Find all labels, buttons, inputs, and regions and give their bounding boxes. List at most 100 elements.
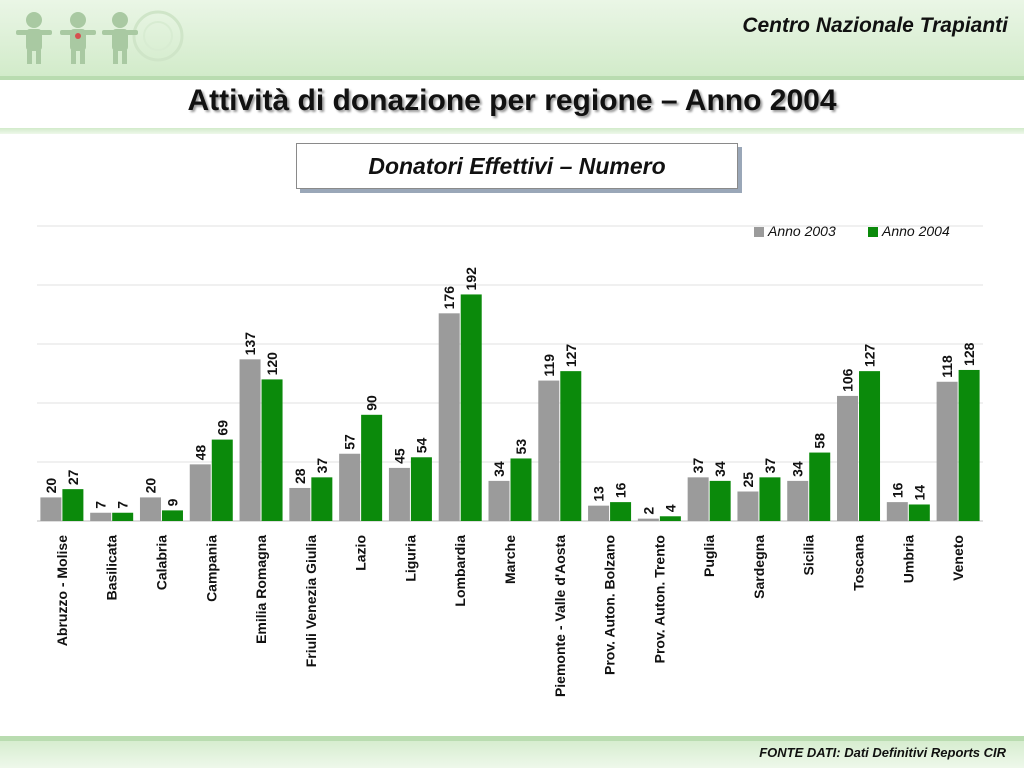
legend-entry: Anno 2003 <box>767 223 836 239</box>
data-label: 20 <box>142 478 158 494</box>
page-title: Attività di donazione per regione – Anno… <box>187 84 837 117</box>
bar <box>62 489 84 521</box>
bar <box>311 477 333 521</box>
chart-subtitle: Donatori Effettivi – Numero <box>296 143 738 189</box>
bar <box>908 504 930 521</box>
bar <box>460 294 482 521</box>
bar <box>936 381 958 521</box>
data-label: 27 <box>65 469 81 485</box>
x-tick-label: Marche <box>502 535 518 584</box>
bar <box>211 439 233 521</box>
data-label: 57 <box>342 434 358 450</box>
x-tick-label: Lombardia <box>452 535 468 607</box>
data-label: 20 <box>43 478 59 494</box>
data-label: 34 <box>712 461 728 477</box>
data-label: 7 <box>93 501 109 509</box>
data-label: 14 <box>911 485 927 501</box>
bar <box>40 497 62 521</box>
bar <box>361 414 383 521</box>
data-label: 9 <box>164 498 180 506</box>
bar <box>438 313 460 521</box>
bar-chart: 20 27 Abruzzo - Molise 7 7 Basilicata 20 9 Calab… <box>37 223 983 697</box>
x-tick-label: Sardegna <box>751 535 767 599</box>
data-label: 34 <box>491 461 507 477</box>
legend-swatch <box>754 227 764 237</box>
data-label: 120 <box>264 352 280 376</box>
x-tick-label: Liguria <box>402 535 418 582</box>
title-divider <box>0 128 1024 134</box>
x-tick-label: Lazio <box>353 535 369 571</box>
x-tick-label: Veneto <box>950 535 966 581</box>
x-tick-label: Friuli Venezia Giulia <box>303 535 319 667</box>
data-label: 28 <box>292 468 308 484</box>
data-label: 53 <box>513 439 529 455</box>
data-label: 106 <box>840 368 856 392</box>
bar <box>388 467 410 521</box>
data-label: 45 <box>391 448 407 464</box>
bar <box>659 516 681 521</box>
data-label: 192 <box>463 267 479 291</box>
x-tick-label: Sicilia <box>801 535 817 576</box>
bar <box>687 477 709 521</box>
data-label: 127 <box>563 344 579 368</box>
bar <box>737 491 759 521</box>
bar <box>837 395 859 521</box>
data-label: 137 <box>242 332 258 356</box>
x-tick-label: Emilia Romagna <box>253 535 269 644</box>
data-label: 90 <box>364 395 380 411</box>
bar <box>261 379 283 521</box>
bar <box>538 380 560 521</box>
x-tick-label: Umbria <box>900 535 916 583</box>
data-label: 118 <box>939 355 955 378</box>
data-label: 4 <box>662 504 678 512</box>
data-label: 13 <box>591 486 607 502</box>
data-label: 37 <box>762 458 778 474</box>
x-tick-label: Calabria <box>153 535 169 590</box>
x-tick-label: Toscana <box>851 535 867 591</box>
legend-entry: Anno 2004 <box>881 223 950 239</box>
bar <box>189 464 211 521</box>
data-label: 16 <box>613 482 629 498</box>
data-label: 176 <box>441 286 457 310</box>
data-label: 7 <box>115 501 131 509</box>
bar <box>958 369 980 521</box>
data-label: 48 <box>192 445 208 461</box>
x-tick-label: Piemonte - Valle d'Aosta <box>552 535 568 697</box>
bar <box>239 359 261 521</box>
data-label: 25 <box>740 472 756 488</box>
data-label: 34 <box>790 461 806 477</box>
bar <box>90 512 112 521</box>
bar <box>787 480 809 521</box>
x-tick-label: Campania <box>203 535 219 602</box>
data-label: 2 <box>640 507 656 515</box>
x-tick-label: Prov. Auton. Trento <box>651 535 667 663</box>
bar <box>588 505 610 521</box>
legend-swatch <box>868 227 878 237</box>
data-label: 119 <box>541 354 557 377</box>
bar <box>112 512 134 521</box>
bar <box>510 458 532 521</box>
header-divider <box>0 76 1024 80</box>
bar <box>886 502 908 521</box>
x-tick-label: Prov. Auton. Bolzano <box>602 535 618 675</box>
data-label: 127 <box>862 344 878 368</box>
data-source: FONTE DATI: Dati Definitivi Reports CIR <box>759 745 1006 760</box>
bar <box>759 477 781 521</box>
bar <box>139 497 161 521</box>
x-tick-label: Abruzzo - Molise <box>54 535 70 646</box>
bar <box>560 371 582 521</box>
data-label: 16 <box>889 482 905 498</box>
bar <box>488 480 510 521</box>
data-label: 37 <box>690 458 706 474</box>
bar <box>637 518 659 521</box>
bar <box>610 502 632 521</box>
footer-band <box>0 736 1024 768</box>
header-band <box>0 0 1024 76</box>
bar <box>289 487 311 521</box>
x-tick-label: Basilicata <box>104 535 120 601</box>
bar <box>859 371 881 521</box>
x-tick-label: Puglia <box>701 535 717 577</box>
bar <box>809 452 831 521</box>
org-name: Centro Nazionale Trapianti <box>742 14 1008 37</box>
bar <box>709 480 731 521</box>
